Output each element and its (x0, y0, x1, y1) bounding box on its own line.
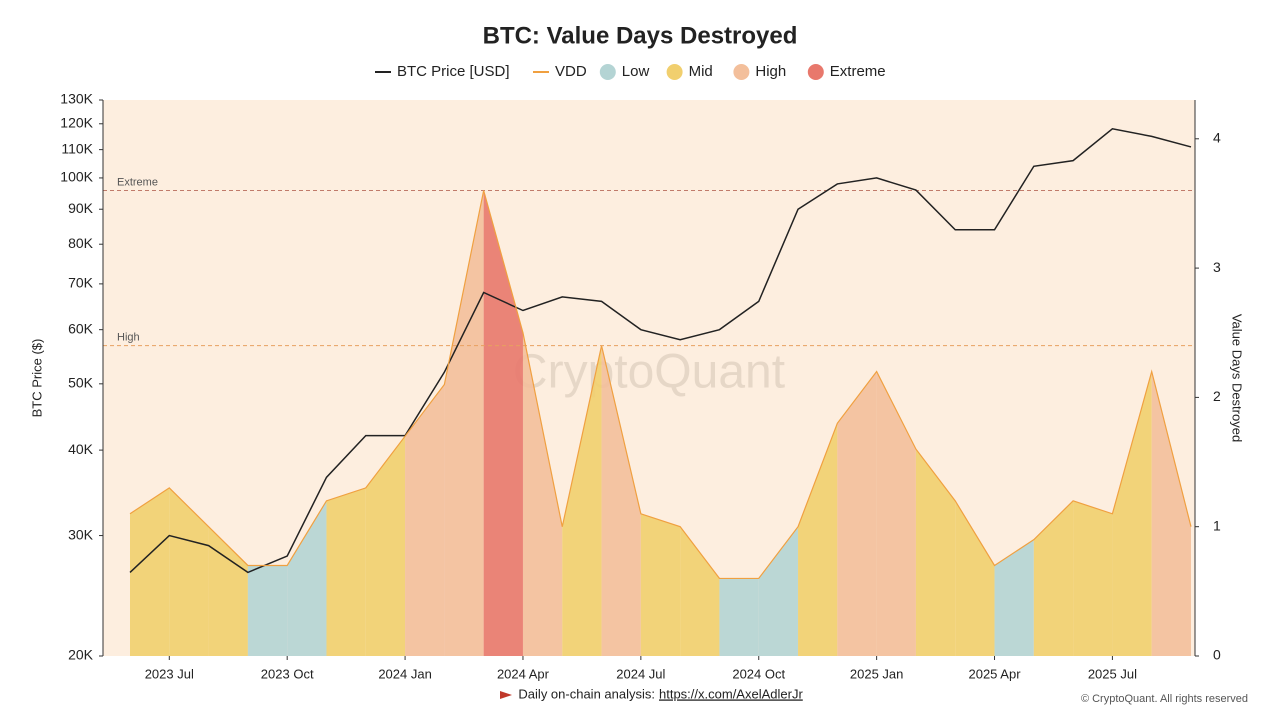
vdd-area (1112, 371, 1152, 656)
x-tick-label: 2025 Apr (968, 666, 1021, 681)
vdd-area (208, 526, 248, 656)
vdd-area (994, 539, 1034, 656)
y-tick-label: 90K (68, 200, 94, 216)
legend-label: High (755, 63, 786, 80)
vdd-area (444, 190, 484, 656)
chart-title: BTC: Value Days Destroyed (483, 22, 798, 49)
y-tick-label: 80K (68, 235, 94, 251)
legend-swatch (733, 64, 750, 80)
y-tick-label: 40K (68, 441, 94, 457)
x-tick-label: 2025 Jul (1088, 666, 1137, 681)
x-tick-label: 2024 Jul (616, 666, 665, 681)
vdd-area (326, 487, 366, 656)
x-tick-label: 2024 Apr (497, 666, 550, 681)
y-tick-label: 110K (61, 140, 93, 156)
vdd-area (247, 565, 288, 656)
vdd-area (955, 500, 995, 656)
vdd-area (130, 487, 170, 656)
y-tick-label: 20K (68, 647, 94, 663)
legend-label: Low (622, 63, 650, 80)
legend-swatch (599, 64, 616, 80)
y-tick-label: 130K (60, 91, 93, 107)
y-tick-label: 70K (68, 275, 94, 291)
legend-label: Extreme (830, 63, 886, 80)
vdd-area (798, 423, 838, 656)
x-tick-label: 2023 Jul (145, 666, 194, 681)
vdd-area (287, 500, 327, 656)
vdd-area (562, 345, 602, 656)
footer-text: Daily on-chain analysis: (518, 686, 655, 701)
y2-tick-label: 1 (1213, 517, 1221, 533)
y2-axis-title: Value Days Destroyed (1230, 314, 1245, 442)
y-tick-label: 120K (60, 114, 93, 130)
y2-tick-label: 3 (1213, 259, 1221, 275)
vdd-area (601, 345, 641, 656)
vdd-area (1151, 371, 1191, 656)
y2-tick-label: 2 (1213, 388, 1221, 404)
legend-swatch (666, 64, 683, 80)
y-tick-label: 100K (60, 169, 93, 185)
vdd-area (1033, 500, 1074, 656)
plot: CryptoQuant 20K 30K 40K 50K 60K 70K 80K 90K 100K 1… (60, 91, 1221, 682)
vdd-area (680, 526, 720, 656)
y-tick-label: 30K (68, 526, 94, 542)
vdd-area (640, 513, 681, 656)
threshold-label: High (117, 332, 140, 344)
vdd-area (1073, 500, 1113, 656)
series-line (129, 127, 1192, 574)
vdd-area (365, 436, 406, 656)
copyright: © CryptoQuant. All rights reserved (1081, 693, 1248, 705)
x-tick-label: 2024 Oct (732, 666, 785, 681)
vdd-area (522, 332, 563, 656)
vdd-area (483, 190, 523, 656)
footer-link[interactable]: https://x.com/AxelAdlerJr (659, 686, 803, 701)
legend-swatch (807, 64, 824, 80)
y-tick-label: 50K (68, 375, 94, 391)
flag-icon (500, 691, 512, 699)
legend: BTC Price [USD] VDD Low Mid High Extreme (375, 63, 886, 80)
legend-label: VDD (555, 63, 587, 80)
vdd-area (719, 578, 759, 656)
x-tick-label: 2024 Jan (378, 666, 432, 681)
y2-tick-label: 0 (1213, 647, 1221, 663)
y2-tick-label: 4 (1213, 129, 1221, 145)
vdd-area (405, 384, 445, 656)
legend-label: Mid (689, 63, 713, 80)
y-tick-label: 60K (68, 320, 94, 336)
y-axis-title: BTC Price ($) (29, 339, 44, 418)
series-line (129, 190, 1192, 580)
vdd-area (915, 449, 956, 656)
threshold-label: Extreme (117, 176, 158, 188)
x-tick-label: 2023 Oct (261, 666, 314, 681)
vdd-area (169, 487, 209, 656)
vdd-area (837, 371, 877, 656)
vdd-area (758, 526, 799, 656)
vdd-area (876, 371, 916, 656)
x-tick-label: 2025 Jan (850, 666, 904, 681)
legend-label: BTC Price [USD] (397, 63, 510, 80)
watermark: CryptoQuant (513, 346, 785, 399)
